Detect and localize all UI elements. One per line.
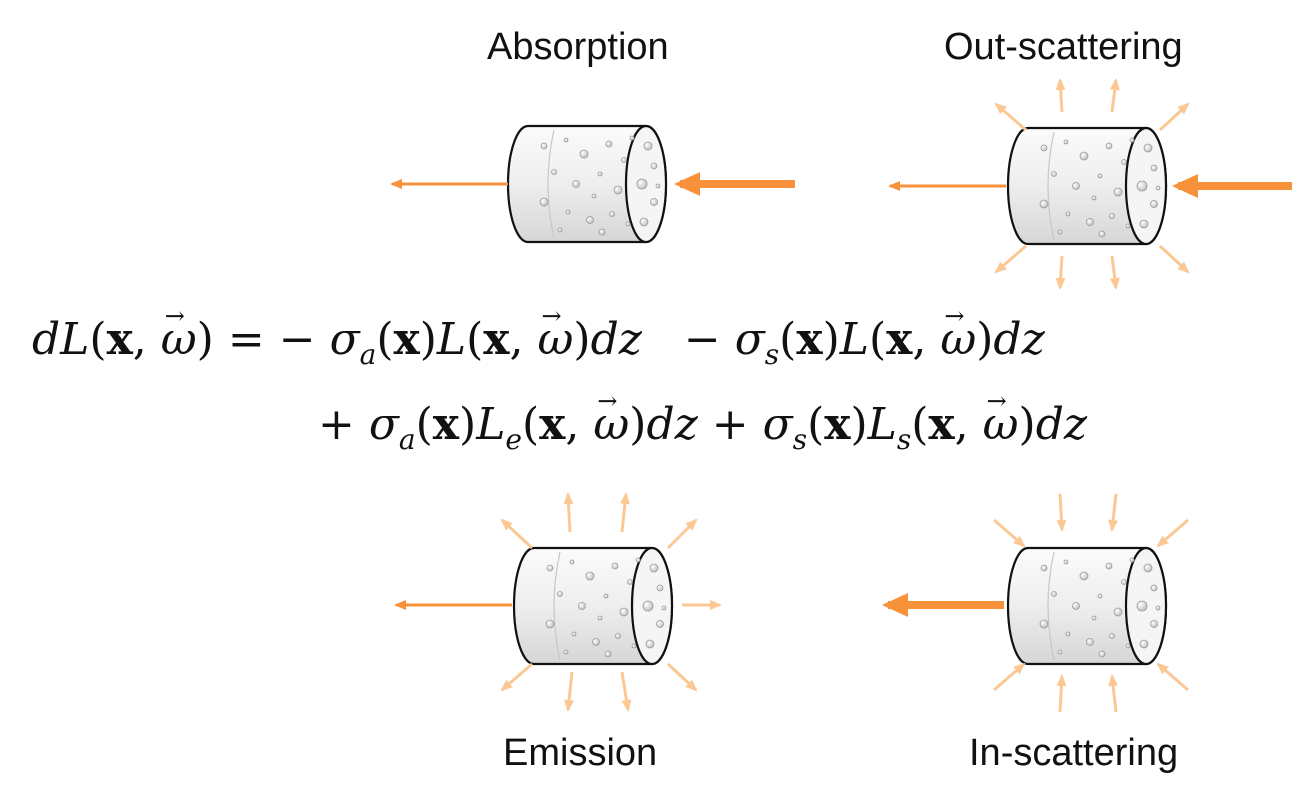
out-scattering-scatter-arrows xyxy=(994,78,1190,290)
equation-line-1: dL(x, ω) = − σa(x)L(x, ω)dz − σs(x)L(x, … xyxy=(32,304,1045,369)
emission-medium-icon xyxy=(512,546,674,666)
out-scattering-medium-icon xyxy=(1006,126,1168,246)
equation-term-emission: + σa(x)Le(x, ω)dz xyxy=(318,389,698,454)
equation-lhs: dL(x, ω) = xyxy=(32,304,265,365)
emission-emitted-arrows xyxy=(500,492,722,712)
in-scattering-label: In-scattering xyxy=(969,732,1179,774)
emission-label: Emission xyxy=(503,732,658,774)
absorption-medium-icon xyxy=(506,124,668,244)
in-scattering-incoming-arrows xyxy=(993,493,1189,713)
equation-term-out-scattering: − σs(x)L(x, ω)dz xyxy=(684,304,1045,369)
equation-line-2: + σa(x)Le(x, ω)dz + σs(x)Ls(x, ω)dz xyxy=(318,389,1087,454)
absorption-label: Absorption xyxy=(487,26,669,68)
equation-term-absorption: − σa(x)L(x, ω)dz xyxy=(279,304,642,369)
equation-term-in-scattering: + σs(x)Ls(x, ω)dz xyxy=(712,389,1087,454)
in-scattering-medium-icon xyxy=(1006,546,1168,666)
out-scattering-label: Out-scattering xyxy=(944,26,1183,68)
